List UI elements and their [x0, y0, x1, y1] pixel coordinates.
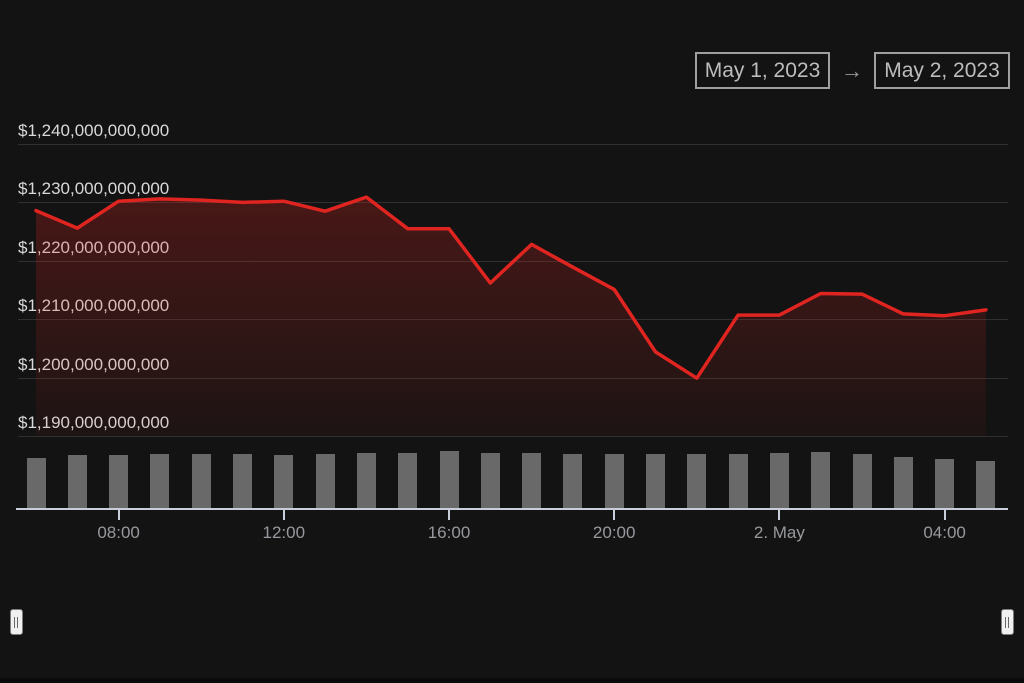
volume-bar [687, 454, 707, 509]
x-axis-label: 16:00 [427, 523, 471, 542]
start-date-input[interactable]: May 1, 2023 [695, 52, 830, 89]
x-axis-label: 20:00 [592, 523, 636, 542]
handle-grip-line [17, 616, 18, 628]
volume-bar [563, 454, 583, 509]
volume-bar [26, 458, 46, 509]
x-axis-label: 04:00 [923, 523, 966, 542]
x-axis-tick [943, 508, 946, 520]
main-chart-plot[interactable]: $1,240,000,000,000$1,230,000,000,000$1,2… [0, 0, 1024, 570]
volume-bar [935, 459, 955, 509]
volume-bar [646, 454, 665, 509]
x-axis-tick [613, 508, 616, 520]
x-axis-tick [117, 508, 120, 520]
x-axis-line [16, 508, 1008, 510]
bottom-divider [0, 678, 1024, 683]
handle-grip-line [1008, 616, 1009, 628]
y-gridline [18, 144, 1008, 145]
y-axis-label: $1,240,000,000,000 [18, 121, 170, 140]
volume-bar [150, 454, 170, 509]
volume-bar [728, 454, 748, 509]
x-axis-label: 2. May [753, 523, 805, 542]
volume-bar [274, 455, 294, 509]
navigator-handle-left[interactable] [9, 609, 23, 635]
x-axis-tick [448, 508, 450, 520]
end-date-input[interactable]: May 2, 2023 [874, 52, 1010, 89]
navigator-handle-right[interactable] [1000, 609, 1014, 635]
volume-bar [398, 452, 418, 509]
y-gridline [18, 202, 1008, 204]
x-axis-tick [282, 508, 285, 520]
volume-bar [356, 452, 376, 509]
volume-bar [315, 454, 335, 509]
market-cap-area-fill [36, 197, 986, 436]
volume-bar [233, 454, 252, 509]
volume-bar [976, 461, 996, 509]
handle-grip-line [1005, 616, 1006, 628]
volume-bar [439, 450, 459, 509]
volume-bar [480, 452, 500, 509]
market-cap-line-svg [34, 195, 988, 436]
date-range-picker: May 1, 2023 → May 2, 2023 [695, 52, 1010, 89]
x-axis-label: 08:00 [97, 523, 140, 542]
volume-bar [893, 456, 913, 509]
arrow-right-icon: → [841, 58, 863, 83]
volume-bar [811, 452, 831, 509]
market-cap-line[interactable] [34, 195, 988, 380]
x-axis-label: 12:00 [262, 523, 306, 542]
y-gridline [18, 436, 1008, 437]
volume-bar [109, 455, 129, 509]
y-axis-label: $1,230,000,000,000 [18, 179, 170, 199]
volume-bar [769, 452, 789, 509]
x-axis-tick [778, 508, 781, 520]
volume-bar [67, 455, 87, 509]
volume-bar [191, 454, 211, 509]
volume-bar [604, 454, 624, 509]
handle-grip-line [14, 616, 15, 628]
volume-bar [522, 452, 542, 509]
volume-bar [852, 454, 872, 509]
